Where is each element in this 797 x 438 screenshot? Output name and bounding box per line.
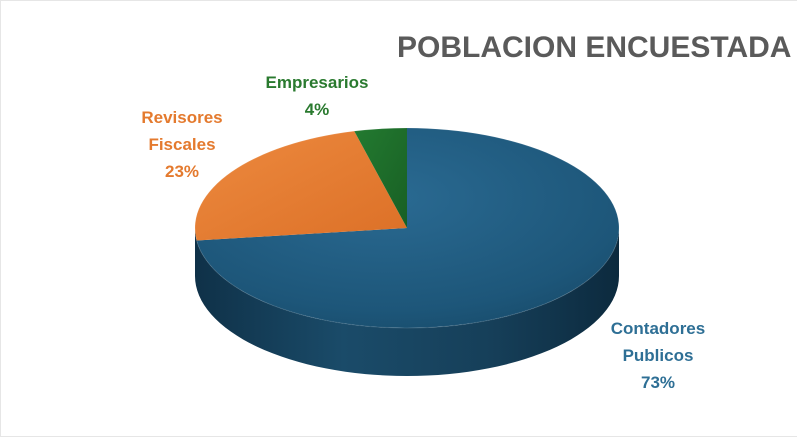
data-label-name: Contadores <box>611 319 705 338</box>
data-label-percent: 23% <box>165 162 199 181</box>
pie-slice-empresarios <box>354 128 407 228</box>
pie-slice-contadores <box>196 128 619 328</box>
label-group: Contadores Publicos 73% Revisores Fiscales 23… <box>141 73 705 392</box>
data-label-percent: 4% <box>305 100 330 119</box>
data-label-revisores: Revisores Fiscales 23% <box>141 108 222 181</box>
data-label-percent: 73% <box>641 373 675 392</box>
data-label-name: Revisores <box>141 108 222 127</box>
pie-rim <box>194 127 620 329</box>
chart-title: POBLACION ENCUESTADA <box>397 31 791 64</box>
data-label-empresarios: Empresarios 4% <box>266 73 369 119</box>
data-label-name: Publicos <box>623 346 694 365</box>
pie-slice-revisores <box>194 131 407 241</box>
data-label-name: Empresarios <box>266 73 369 92</box>
pie-side-wall <box>195 228 619 376</box>
data-label-name: Fiscales <box>148 135 215 154</box>
data-label-contadores: Contadores Publicos 73% <box>611 319 705 392</box>
pie-group <box>194 127 620 376</box>
